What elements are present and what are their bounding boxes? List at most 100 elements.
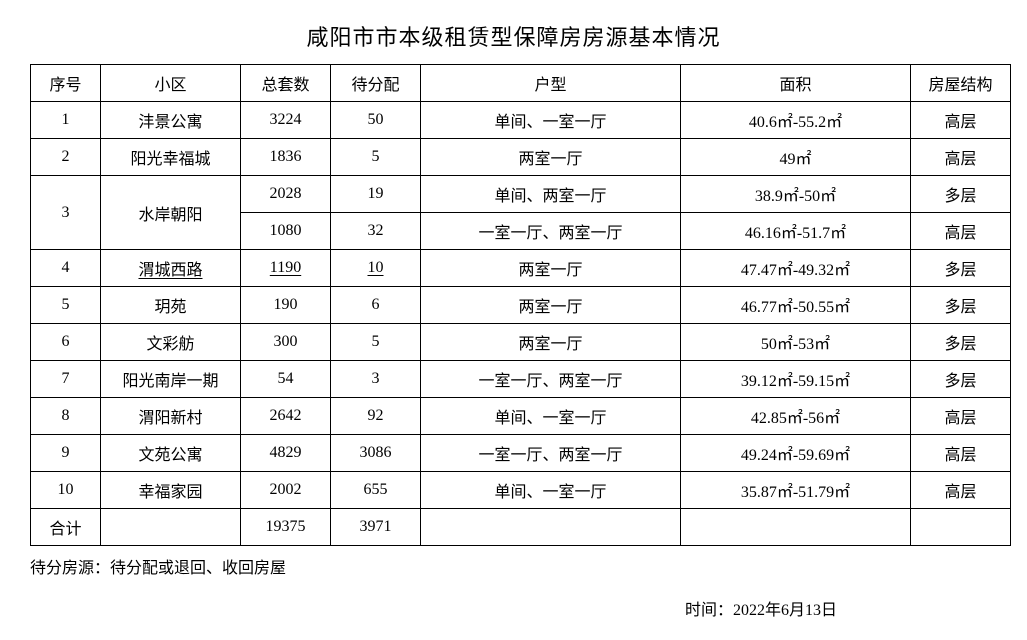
cell-pending: 6 [331, 287, 421, 324]
cell-total: 2028 [241, 176, 331, 213]
cell-area: 38.9㎡-50㎡ [681, 176, 911, 213]
cell-pending: 3971 [331, 509, 421, 546]
cell-struct: 高层 [911, 435, 1011, 472]
housing-table: 序号 小区 总套数 待分配 户型 面积 房屋结构 1沣景公寓322450单间、一… [30, 64, 1011, 546]
cell-area: 39.12㎡-59.15㎡ [681, 361, 911, 398]
page-title: 咸阳市市本级租赁型保障房房源基本情况 [30, 20, 997, 52]
cell-total: 300 [241, 324, 331, 361]
cell-struct: 高层 [911, 213, 1011, 250]
table-row: 10幸福家园2002655单间、一室一厅35.87㎡-51.79㎡高层 [31, 472, 1011, 509]
cell-total: 1190 [241, 250, 331, 287]
col-header-pending: 待分配 [331, 65, 421, 102]
cell-name: 阳光幸福城 [101, 139, 241, 176]
cell-pending: 3086 [331, 435, 421, 472]
col-header-total: 总套数 [241, 65, 331, 102]
cell-struct: 多层 [911, 361, 1011, 398]
cell-total: 1080 [241, 213, 331, 250]
cell-seq: 1 [31, 102, 101, 139]
cell-struct: 高层 [911, 472, 1011, 509]
cell-name: 渭城西路 [101, 250, 241, 287]
table-row: 7阳光南岸一期543一室一厅、两室一厅39.12㎡-59.15㎡多层 [31, 361, 1011, 398]
cell-name [101, 509, 241, 546]
cell-seq: 5 [31, 287, 101, 324]
cell-name: 沣景公寓 [101, 102, 241, 139]
cell-struct: 多层 [911, 250, 1011, 287]
cell-name: 玥苑 [101, 287, 241, 324]
cell-total: 19375 [241, 509, 331, 546]
cell-total: 54 [241, 361, 331, 398]
cell-type: 单间、一室一厅 [421, 398, 681, 435]
cell-type: 单间、一室一厅 [421, 472, 681, 509]
cell-struct: 高层 [911, 398, 1011, 435]
cell-pending: 10 [331, 250, 421, 287]
cell-name: 文彩舫 [101, 324, 241, 361]
cell-type: 一室一厅、两室一厅 [421, 435, 681, 472]
cell-area: 47.47㎡-49.32㎡ [681, 250, 911, 287]
cell-area: 46.77㎡-50.55㎡ [681, 287, 911, 324]
cell-seq: 6 [31, 324, 101, 361]
col-header-name: 小区 [101, 65, 241, 102]
cell-struct: 多层 [911, 324, 1011, 361]
cell-area: 35.87㎡-51.79㎡ [681, 472, 911, 509]
table-row: 2阳光幸福城18365两室一厅49㎡高层 [31, 139, 1011, 176]
cell-pending: 50 [331, 102, 421, 139]
cell-total: 4829 [241, 435, 331, 472]
table-row: 1沣景公寓322450单间、一室一厅40.6㎡-55.2㎡高层 [31, 102, 1011, 139]
cell-struct: 高层 [911, 139, 1011, 176]
col-header-struct: 房屋结构 [911, 65, 1011, 102]
cell-area: 40.6㎡-55.2㎡ [681, 102, 911, 139]
table-row: 5玥苑1906两室一厅46.77㎡-50.55㎡多层 [31, 287, 1011, 324]
cell-seq: 10 [31, 472, 101, 509]
col-header-area: 面积 [681, 65, 911, 102]
cell-pending: 5 [331, 324, 421, 361]
cell-pending: 5 [331, 139, 421, 176]
table-row: 3水岸朝阳202819单间、两室一厅38.9㎡-50㎡多层 [31, 176, 1011, 213]
table-row: 6文彩舫3005两室一厅50㎡-53㎡多层 [31, 324, 1011, 361]
cell-type: 一室一厅、两室一厅 [421, 361, 681, 398]
cell-type: 一室一厅、两室一厅 [421, 213, 681, 250]
cell-seq: 8 [31, 398, 101, 435]
cell-struct: 高层 [911, 102, 1011, 139]
cell-pending: 92 [331, 398, 421, 435]
cell-type: 单间、一室一厅 [421, 102, 681, 139]
footer-note: 待分房源：待分配或退回、收回房屋 [30, 554, 997, 578]
table-row: 4渭城西路119010两室一厅47.47㎡-49.32㎡多层 [31, 250, 1011, 287]
cell-total: 190 [241, 287, 331, 324]
cell-type [421, 509, 681, 546]
cell-pending: 19 [331, 176, 421, 213]
cell-seq: 4 [31, 250, 101, 287]
cell-struct: 多层 [911, 176, 1011, 213]
cell-total: 2002 [241, 472, 331, 509]
cell-struct: 多层 [911, 287, 1011, 324]
col-header-type: 户型 [421, 65, 681, 102]
cell-total: 1836 [241, 139, 331, 176]
cell-pending: 3 [331, 361, 421, 398]
cell-pending: 655 [331, 472, 421, 509]
cell-name: 水岸朝阳 [101, 176, 241, 250]
cell-total: 3224 [241, 102, 331, 139]
cell-seq: 合计 [31, 509, 101, 546]
cell-seq: 2 [31, 139, 101, 176]
table-row: 8渭阳新村264292单间、一室一厅42.85㎡-56㎡高层 [31, 398, 1011, 435]
cell-type: 两室一厅 [421, 324, 681, 361]
cell-seq: 7 [31, 361, 101, 398]
cell-type: 两室一厅 [421, 287, 681, 324]
table-total-row: 合计 193753971 [31, 509, 1011, 546]
cell-seq: 3 [31, 176, 101, 250]
date-label: 时间：2022年6月13日 [30, 596, 997, 620]
cell-area: 42.85㎡-56㎡ [681, 398, 911, 435]
cell-total: 2642 [241, 398, 331, 435]
cell-type: 单间、两室一厅 [421, 176, 681, 213]
cell-seq: 9 [31, 435, 101, 472]
cell-type: 两室一厅 [421, 139, 681, 176]
col-header-seq: 序号 [31, 65, 101, 102]
table-header-row: 序号 小区 总套数 待分配 户型 面积 房屋结构 [31, 65, 1011, 102]
table-row: 9文苑公寓48293086一室一厅、两室一厅49.24㎡-59.69㎡高层 [31, 435, 1011, 472]
cell-area: 46.16㎡-51.7㎡ [681, 213, 911, 250]
cell-name: 幸福家园 [101, 472, 241, 509]
cell-type: 两室一厅 [421, 250, 681, 287]
cell-pending: 32 [331, 213, 421, 250]
cell-area: 50㎡-53㎡ [681, 324, 911, 361]
cell-area: 49㎡ [681, 139, 911, 176]
cell-name: 文苑公寓 [101, 435, 241, 472]
